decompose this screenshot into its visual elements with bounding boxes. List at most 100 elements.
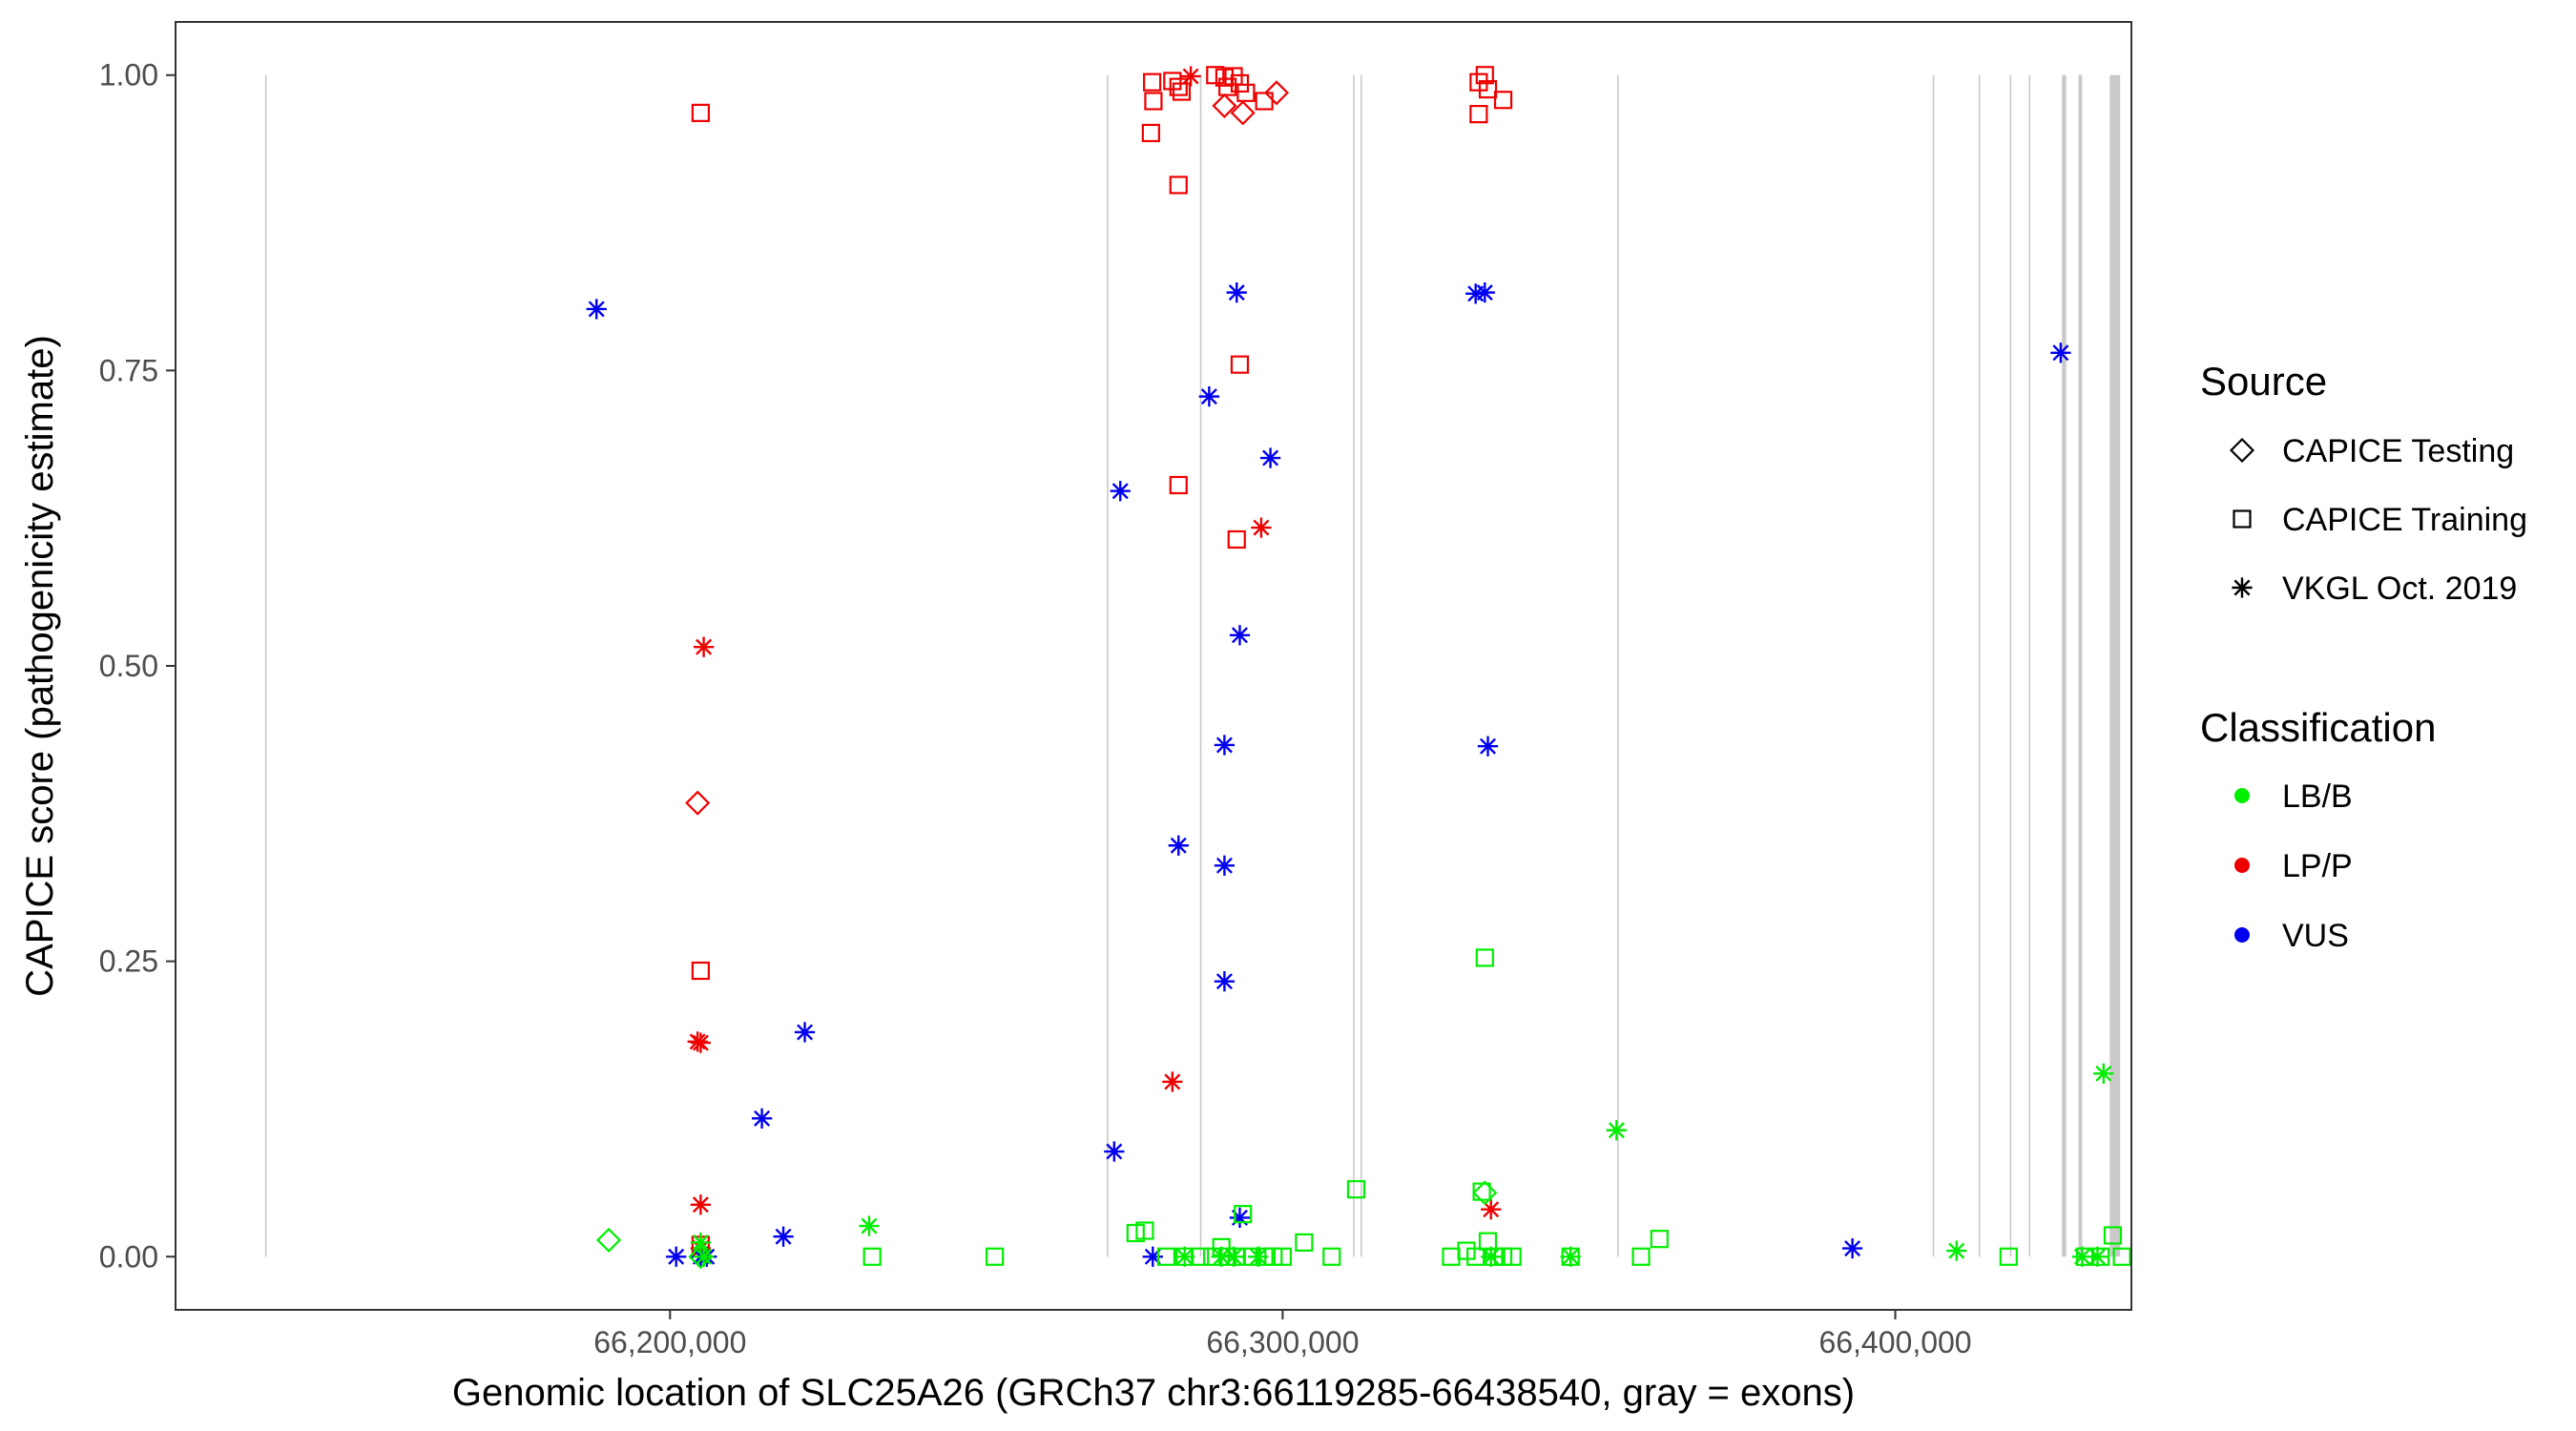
point-lpp-square	[1169, 77, 1188, 96]
point-lpp-asterisk	[1180, 66, 1201, 87]
point-vus-asterisk	[751, 1108, 773, 1129]
legend-class-swatch	[2234, 788, 2250, 803]
point-lbb-square	[1631, 1247, 1651, 1266]
legend-class-item: LB/B	[2234, 778, 2353, 815]
point-vus-asterisk	[1229, 1207, 1251, 1229]
point-lbb-square	[1346, 1180, 1366, 1199]
exon-band	[2078, 74, 2083, 1257]
legend-source-label: CAPICE Training	[2282, 502, 2527, 538]
exon-band	[2109, 74, 2121, 1257]
point-lpp-asterisk	[687, 1031, 708, 1052]
point-lbb-square	[1503, 1247, 1522, 1266]
point-lbb-diamond	[596, 1227, 622, 1253]
exon-band	[1353, 74, 1355, 1257]
legend-source-swatch	[2233, 509, 2252, 529]
x-tick-label: 66,200,000	[593, 1325, 746, 1359]
point-lbb-square	[1156, 1247, 1176, 1266]
point-lpp-square	[1230, 355, 1250, 374]
legend-source-items: CAPICE Testing CAPICE Training VKGL Oct. 2…	[2229, 433, 2527, 607]
axis-layer: 66,200,000 66,300,000 66,400,000 0.00 0.25 0.…	[99, 58, 1972, 1359]
point-lbb-asterisk	[1946, 1240, 1967, 1261]
point-vus-asterisk	[1214, 855, 1236, 876]
point-vus-asterisk	[586, 299, 607, 320]
point-lbb-square	[986, 1247, 1005, 1266]
y-tick-label: 0.50	[99, 649, 158, 683]
point-lpp-diamond	[1212, 93, 1237, 118]
legend-class-label: LB/B	[2282, 778, 2353, 815]
point-lbb-square	[862, 1247, 882, 1266]
y-tick-label: 0.75	[99, 353, 158, 387]
exon-band	[2009, 74, 2012, 1257]
exon-band	[1617, 74, 1619, 1257]
point-lbb-square	[2103, 1226, 2123, 1245]
point-lbb-square	[1126, 1223, 1145, 1243]
legend-class-label: VUS	[2282, 918, 2349, 954]
point-lpp-diamond	[1230, 100, 1256, 126]
point-lpp-square	[691, 103, 710, 122]
point-lpp-diamond	[685, 790, 711, 816]
legend-class-swatch	[2234, 858, 2250, 873]
point-vus-asterisk	[1841, 1237, 1863, 1259]
point-vus-asterisk	[666, 1246, 687, 1267]
point-lbb-asterisk	[690, 1232, 712, 1254]
legend-source-title: Source	[2200, 359, 2327, 404]
point-lpp-asterisk	[1162, 1071, 1183, 1092]
point-lbb-diamond	[1472, 1180, 1498, 1206]
point-vus-asterisk	[1110, 481, 1131, 502]
point-lbb-asterisk	[859, 1215, 880, 1236]
point-lpp-square	[1469, 105, 1488, 124]
legend-class-item: VUS	[2234, 918, 2349, 954]
exon-layer	[264, 74, 2121, 1257]
point-vus-asterisk	[1477, 736, 1499, 757]
point-lbb-asterisk	[1481, 1246, 1502, 1267]
point-lbb-square	[1295, 1233, 1314, 1253]
exon-band	[1932, 74, 1935, 1257]
point-lpp-asterisk	[690, 1032, 712, 1053]
legend-source-swatch	[2232, 577, 2253, 598]
legend-class-label: LP/P	[2282, 848, 2353, 884]
exon-band	[1978, 74, 1981, 1257]
point-lpp-square	[1141, 123, 1160, 143]
point-lpp-square	[691, 961, 710, 981]
point-vus-asterisk	[1198, 385, 1219, 407]
y-tick-label: 0.00	[99, 1239, 158, 1274]
legend-source-item: CAPICE Training	[2233, 502, 2527, 538]
legend-source-label: CAPICE Testing	[2282, 433, 2514, 469]
point-lpp-square	[1236, 83, 1256, 102]
legend-source-label: VKGL Oct. 2019	[2282, 570, 2517, 607]
point-lbb-square	[2112, 1247, 2131, 1266]
y-tick-label: 0.25	[99, 944, 158, 979]
legend-class-swatch	[2234, 927, 2250, 943]
point-vus-asterisk	[1226, 281, 1247, 303]
point-vus-asterisk	[1168, 835, 1189, 856]
point-lbb-asterisk	[1211, 1246, 1232, 1267]
point-lbb-asterisk	[693, 1246, 715, 1267]
legend-classification-title: Classification	[2200, 705, 2436, 750]
legend-class-items: LB/B LP/P VUS	[2234, 778, 2353, 954]
point-lbb-asterisk	[1248, 1246, 1269, 1267]
point-lpp-square	[1218, 77, 1237, 96]
exon-band	[1107, 74, 1109, 1257]
legend-class-item: LP/P	[2234, 848, 2353, 884]
point-vus-asterisk	[1474, 281, 1495, 303]
point-lbb-square	[1475, 948, 1494, 967]
legend-source-swatch	[2229, 437, 2255, 464]
point-lbb-square	[1457, 1241, 1476, 1260]
point-vus-asterisk	[2050, 342, 2071, 363]
point-lpp-square	[1144, 92, 1163, 111]
point-lbb-asterisk	[1560, 1246, 1581, 1267]
point-lpp-square	[1163, 72, 1182, 91]
point-lpp-square	[1227, 529, 1246, 550]
point-vus-asterisk	[794, 1022, 816, 1043]
point-lbb-square	[1273, 1247, 1293, 1266]
point-lbb-square	[1650, 1230, 1669, 1249]
point-lpp-square	[1169, 475, 1188, 495]
point-lpp-square	[1493, 91, 1513, 110]
legend-source-item: VKGL Oct. 2019	[2232, 570, 2517, 607]
x-axis-label: Genomic location of SLC25A26 (GRCh37 chr…	[452, 1372, 1855, 1414]
legend: Source CAPICE Testing CAPICE Training VKGL…	[2200, 359, 2527, 954]
point-lbb-square	[1135, 1221, 1154, 1240]
point-lbb-square	[1999, 1247, 2018, 1266]
